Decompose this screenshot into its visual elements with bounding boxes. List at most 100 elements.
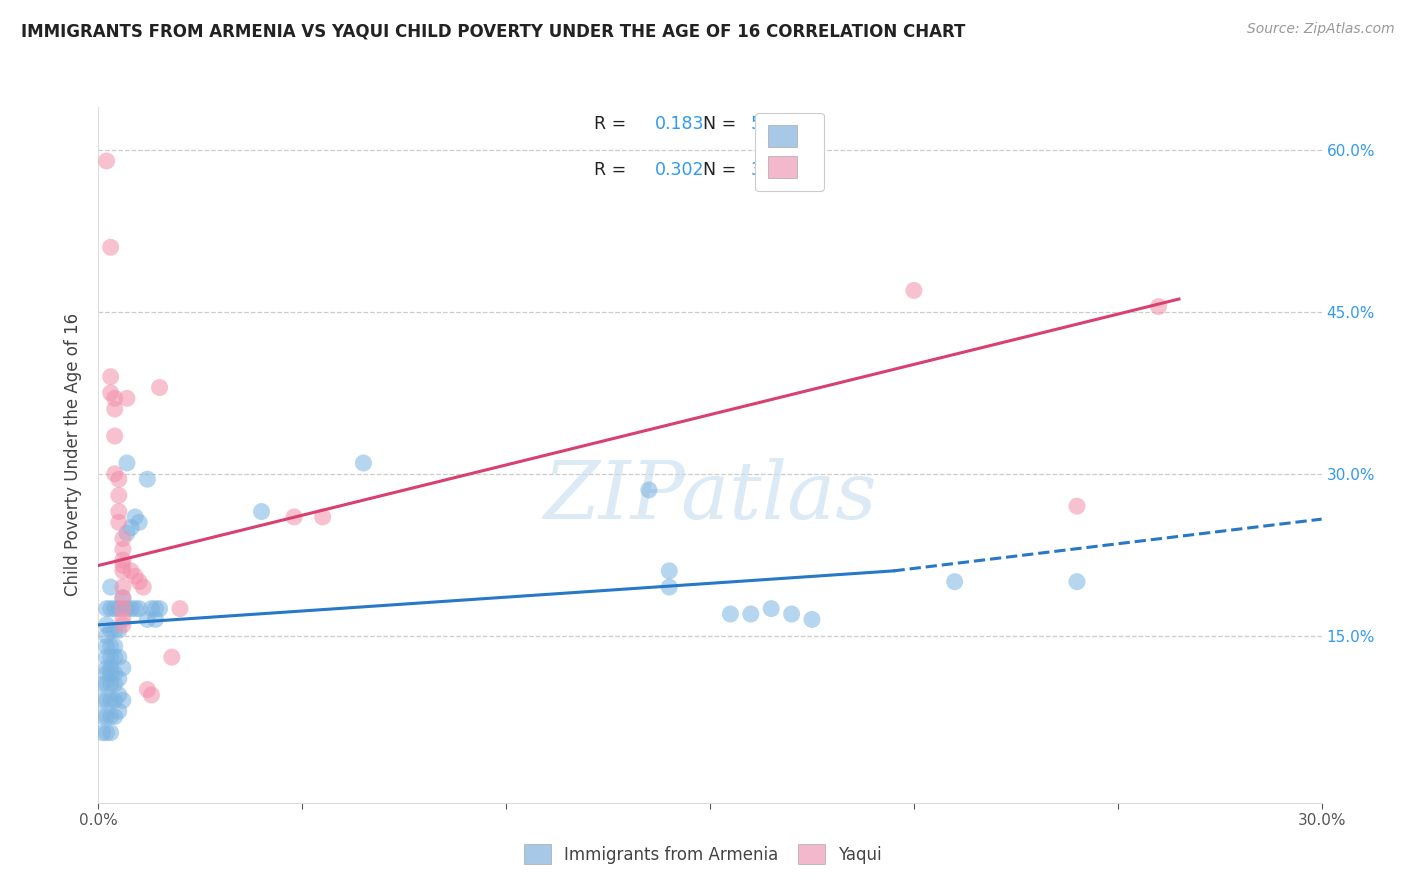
Point: [108, 601, 131, 615]
Point: [108, 624, 131, 638]
Point: [149, 380, 172, 394]
Point: [91, 677, 114, 691]
Text: Source: ZipAtlas.com: Source: ZipAtlas.com: [1247, 22, 1395, 37]
Point: [141, 688, 163, 702]
Point: [104, 693, 127, 707]
Point: [145, 612, 167, 626]
Point: [96, 617, 118, 632]
Point: [100, 369, 122, 384]
Point: [115, 601, 138, 615]
Point: [128, 574, 150, 589]
Point: [111, 553, 134, 567]
Point: [780, 607, 803, 621]
Point: [128, 516, 150, 530]
Point: [124, 569, 146, 583]
Point: [115, 526, 138, 541]
Point: [100, 666, 122, 681]
Point: [108, 650, 131, 665]
Point: [100, 677, 122, 691]
Point: [104, 392, 127, 406]
Point: [96, 709, 118, 723]
Point: [761, 601, 783, 615]
Point: [312, 510, 335, 524]
Text: 0.302: 0.302: [655, 161, 704, 178]
Point: [91, 709, 114, 723]
Point: [104, 402, 127, 417]
Text: ZIPatlas: ZIPatlas: [543, 458, 877, 535]
Y-axis label: Child Poverty Under the Age of 16: Child Poverty Under the Age of 16: [65, 313, 83, 597]
Point: [111, 591, 134, 605]
Point: [111, 601, 134, 615]
Point: [115, 392, 138, 406]
Point: [111, 564, 134, 578]
Text: 59: 59: [751, 115, 772, 134]
Point: [100, 693, 122, 707]
Point: [96, 693, 118, 707]
Point: [108, 672, 131, 686]
Point: [100, 624, 122, 638]
Point: [111, 580, 134, 594]
Point: [283, 510, 305, 524]
Point: [96, 650, 118, 665]
Point: [111, 591, 134, 605]
Point: [96, 153, 118, 168]
Point: [128, 601, 150, 615]
Point: [104, 666, 127, 681]
Point: [108, 688, 131, 702]
Point: [145, 601, 167, 615]
Text: 38: 38: [751, 161, 772, 178]
Point: [104, 467, 127, 481]
Point: [136, 682, 159, 697]
Point: [96, 640, 118, 654]
Point: [96, 661, 118, 675]
Point: [111, 693, 134, 707]
Point: [96, 629, 118, 643]
Point: [352, 456, 374, 470]
Point: [100, 580, 122, 594]
Point: [136, 612, 159, 626]
Point: [100, 650, 122, 665]
Point: [108, 704, 131, 718]
Point: [111, 661, 134, 675]
Point: [136, 472, 159, 486]
Point: [100, 709, 122, 723]
Point: [100, 661, 122, 675]
Point: [100, 240, 122, 254]
Point: [104, 709, 127, 723]
Point: [111, 558, 134, 573]
Text: IMMIGRANTS FROM ARMENIA VS YAQUI CHILD POVERTY UNDER THE AGE OF 16 CORRELATION C: IMMIGRANTS FROM ARMENIA VS YAQUI CHILD P…: [21, 22, 966, 40]
Point: [124, 510, 146, 524]
Point: [100, 385, 122, 400]
Text: 0.183: 0.183: [655, 115, 704, 134]
Point: [124, 601, 146, 615]
Point: [903, 284, 925, 298]
Point: [658, 580, 681, 594]
Text: R =: R =: [593, 161, 631, 178]
Point: [111, 612, 134, 626]
Point: [658, 564, 681, 578]
Point: [104, 640, 127, 654]
Point: [91, 725, 114, 739]
Point: [740, 607, 762, 621]
Point: [801, 612, 824, 626]
Point: [104, 677, 127, 691]
Text: N =: N =: [692, 161, 741, 178]
Point: [91, 693, 114, 707]
Point: [100, 601, 122, 615]
Point: [638, 483, 661, 497]
Point: [96, 666, 118, 681]
Point: [1066, 574, 1088, 589]
Legend: Immigrants from Armenia, Yaqui: Immigrants from Armenia, Yaqui: [517, 838, 889, 871]
Point: [141, 601, 163, 615]
Point: [120, 521, 142, 535]
Point: [100, 725, 122, 739]
Text: N =: N =: [692, 115, 741, 134]
Point: [1066, 499, 1088, 513]
Point: [111, 532, 134, 546]
Point: [120, 564, 142, 578]
Point: [104, 429, 127, 443]
Point: [250, 504, 273, 518]
Text: R =: R =: [593, 115, 631, 134]
Point: [108, 504, 131, 518]
Point: [115, 456, 138, 470]
